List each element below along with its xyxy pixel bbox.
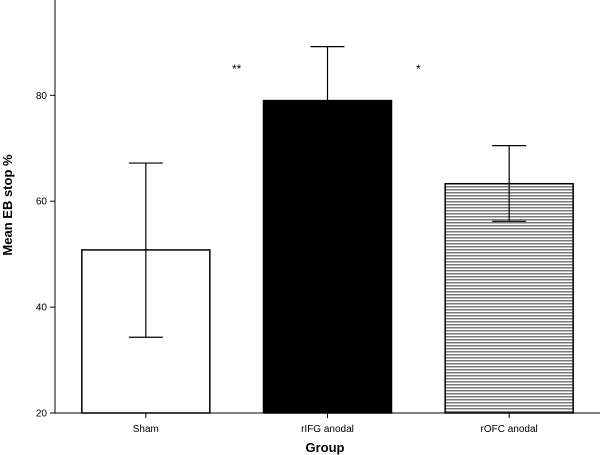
- significance-marker-0: **: [232, 62, 242, 76]
- y-tick-label: 20: [36, 409, 48, 420]
- x-axis-title: Group: [306, 440, 345, 455]
- y-tick-label: 60: [36, 197, 48, 208]
- y-tick-label: 80: [36, 91, 48, 102]
- y-axis-title: Mean EB stop %: [0, 154, 15, 256]
- x-tick-label: rOFC anodal: [481, 424, 538, 435]
- significance-marker-1: *: [416, 62, 421, 76]
- bar-2: [444, 182, 574, 414]
- x-tick-label: Sham: [133, 424, 159, 435]
- x-tick-label: rIFG anodal: [301, 424, 354, 435]
- y-tick-label: 40: [36, 303, 48, 314]
